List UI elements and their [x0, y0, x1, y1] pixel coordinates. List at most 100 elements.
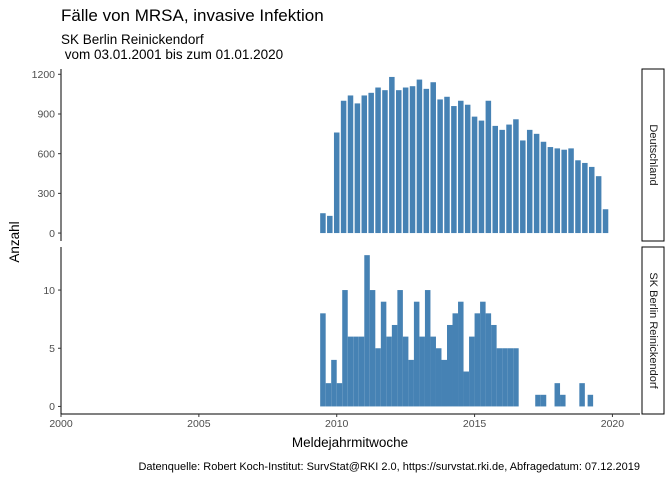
- bar: [358, 336, 365, 407]
- chart-title: Fälle von MRSA, invasive Infektion: [61, 6, 324, 25]
- bar: [430, 336, 436, 407]
- chart-subtitle-region: SK Berlin Reinickendorf: [61, 32, 204, 47]
- bar: [554, 383, 561, 407]
- bar: [520, 140, 526, 234]
- bar: [395, 90, 402, 234]
- bar: [507, 348, 514, 407]
- y-tick-label: 300: [37, 188, 55, 200]
- bar: [347, 95, 354, 234]
- y-tick-label: 5: [49, 343, 55, 355]
- bar: [582, 162, 588, 234]
- bar: [540, 394, 547, 407]
- facet-strip: [641, 246, 665, 415]
- chart-caption: Datenquelle: Robert Koch-Institut: SurvS…: [138, 461, 640, 473]
- bar: [506, 124, 512, 234]
- plot-panels: 0 300 600 900 1200 Deutschland 0 5 10 SK Berlin R…: [32, 68, 665, 415]
- bar: [568, 148, 574, 234]
- facet-strip-label: SK Berlin Reinickendorf: [647, 272, 659, 389]
- bar: [447, 324, 453, 407]
- x-axis: 2000 2005 2010 2015 2020: [49, 413, 640, 430]
- panel-2: 0 5 10 SK Berlin Reinickendorf: [43, 246, 665, 415]
- bar: [560, 394, 566, 407]
- y-tick-label: 0: [49, 228, 55, 240]
- bar: [485, 100, 492, 234]
- bar: [354, 103, 361, 234]
- bar: [340, 100, 347, 234]
- bar: [513, 119, 519, 234]
- bar: [368, 92, 374, 234]
- bar: [419, 336, 425, 407]
- chart-subtitle-daterange: vom 03.01.2001 bis zum 01.01.2020: [61, 47, 283, 62]
- bar: [444, 96, 450, 234]
- bar: [409, 86, 416, 234]
- bar: [402, 87, 409, 234]
- bar: [480, 301, 486, 407]
- bar: [375, 348, 381, 407]
- bar: [535, 394, 541, 407]
- bar: [587, 394, 594, 407]
- bar: [402, 336, 409, 407]
- bar: [336, 383, 343, 407]
- bar: [364, 255, 370, 407]
- bar: [595, 176, 602, 234]
- bar: [435, 348, 442, 407]
- bar: [474, 313, 481, 407]
- bar: [389, 76, 395, 234]
- bar: [554, 148, 561, 234]
- bar: [491, 324, 497, 407]
- bar: [375, 87, 381, 234]
- bar: [588, 166, 595, 234]
- bar: [575, 160, 581, 234]
- bar: [423, 88, 430, 234]
- y-tick-label: 600: [37, 148, 55, 160]
- bar: [333, 132, 340, 234]
- y-tick-label: 1200: [32, 69, 56, 81]
- x-tick-label: 2000: [49, 418, 73, 430]
- x-tick-label: 2015: [463, 418, 487, 430]
- bar: [386, 336, 392, 407]
- bar: [325, 383, 332, 407]
- bar: [353, 336, 359, 407]
- bar: [469, 336, 475, 407]
- bar: [361, 95, 368, 234]
- bar: [424, 290, 431, 407]
- bar: [327, 215, 333, 234]
- bar: [441, 359, 447, 407]
- bar: [347, 336, 354, 407]
- y-axis-label: Anzahl: [7, 221, 22, 262]
- facet-strip: [641, 68, 665, 242]
- bar: [499, 129, 505, 234]
- bar: [391, 324, 398, 407]
- bar: [464, 104, 471, 234]
- bar: [496, 348, 503, 407]
- y-tick-label: 10: [43, 285, 55, 297]
- bar: [451, 106, 457, 234]
- facet-strip-label: Deutschland: [647, 124, 659, 185]
- bar: [331, 359, 337, 407]
- bar: [579, 383, 585, 407]
- bar: [533, 133, 540, 234]
- bar: [561, 149, 567, 234]
- bar: [540, 141, 547, 234]
- bar: [471, 116, 478, 234]
- bar: [397, 290, 403, 407]
- bar: [437, 99, 443, 234]
- x-tick-label: 2020: [601, 418, 625, 430]
- bar: [380, 301, 387, 407]
- bar: [416, 79, 423, 234]
- bar: [342, 290, 348, 407]
- x-tick-label: 2010: [325, 418, 349, 430]
- bar: [382, 90, 388, 234]
- x-axis-label: Meldejahrmitwoche: [292, 435, 408, 450]
- bar: [547, 147, 554, 234]
- bar: [478, 120, 485, 234]
- x-tick-label: 2005: [187, 418, 211, 430]
- bar: [463, 371, 470, 407]
- y-tick-label: 0: [49, 401, 55, 413]
- bar: [408, 359, 414, 407]
- panel-1: 0 300 600 900 1200 Deutschland: [32, 68, 665, 242]
- bar: [458, 301, 464, 407]
- bar: [452, 313, 459, 407]
- bar: [513, 348, 519, 407]
